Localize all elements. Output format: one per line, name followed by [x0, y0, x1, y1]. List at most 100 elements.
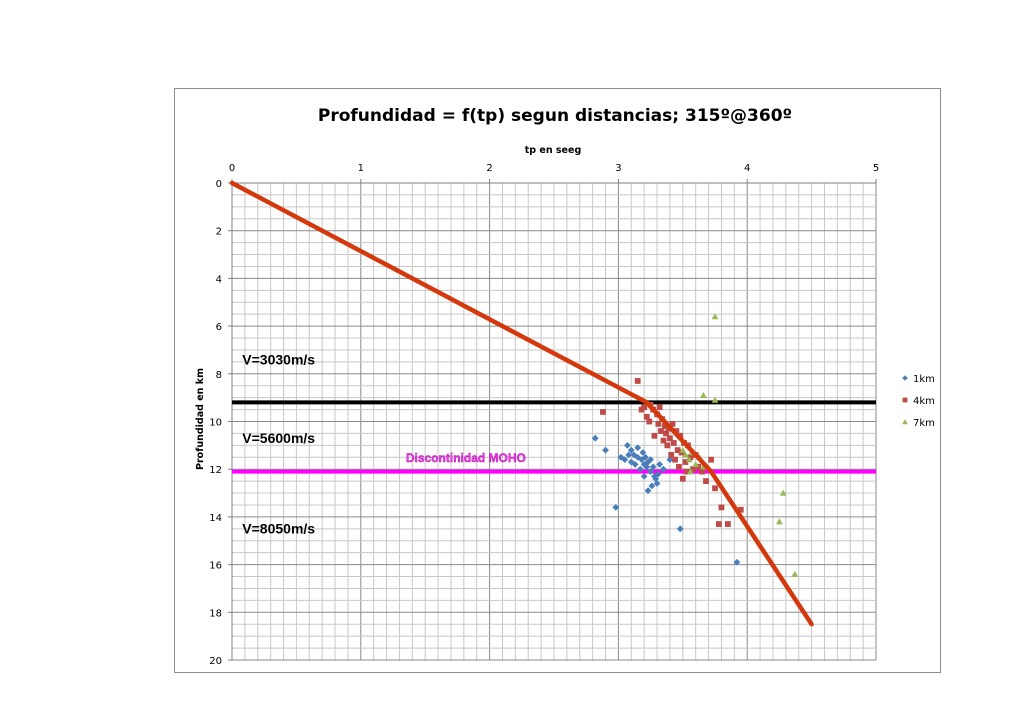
data-point-7km	[776, 518, 783, 525]
x-tick-label: 1	[358, 163, 364, 174]
y-tick-label: 20	[209, 656, 222, 667]
data-point-4km	[646, 418, 653, 425]
legend-marker-7km	[902, 419, 908, 425]
data-point-1km	[666, 456, 674, 464]
velocity-label: V=3030m/s	[242, 351, 315, 367]
data-point-1km	[676, 525, 684, 533]
data-point-1km	[631, 461, 639, 468]
y-tick-label: 14	[209, 513, 222, 524]
data-point-4km	[724, 521, 731, 527]
y-axis-title: Profundidad en km	[195, 368, 206, 470]
data-point-7km	[679, 446, 687, 453]
data-point-4km	[664, 442, 671, 449]
velocity-label: V=8050m/s	[242, 521, 315, 537]
data-point-4km	[600, 409, 606, 415]
data-point-4km	[676, 463, 682, 470]
data-point-4km	[708, 456, 715, 463]
y-tick-label: 18	[209, 608, 222, 619]
data-point-7km	[711, 313, 719, 320]
data-point-4km	[679, 475, 686, 482]
legend-label-4km: 4km	[913, 396, 935, 407]
chart-frame: Profundidad = f(tp) segun distancias; 31…	[174, 88, 941, 673]
velocity-label: V=5600m/s	[242, 430, 315, 446]
data-point-1km	[625, 451, 633, 459]
data-point-7km	[779, 489, 787, 496]
x-tick-label: 4	[744, 163, 750, 174]
data-point-4km	[643, 413, 650, 420]
data-point-4km	[656, 404, 663, 411]
data-point-4km	[690, 466, 696, 473]
data-point-4km	[655, 420, 662, 427]
data-point-4km	[682, 459, 689, 465]
y-tick-label: 6	[216, 322, 222, 333]
legend-label-7km: 7km	[913, 418, 935, 429]
data-point-4km	[672, 456, 678, 463]
data-point-1km	[602, 446, 609, 454]
data-point-7km	[692, 461, 700, 468]
data-point-1km	[653, 480, 661, 487]
data-point-4km	[687, 454, 694, 461]
y-tick-label: 8	[216, 370, 222, 381]
data-point-1km	[644, 487, 652, 495]
data-point-7km	[791, 570, 799, 577]
x-tick-label: 5	[873, 163, 879, 174]
data-point-1km	[634, 444, 642, 452]
data-point-4km	[641, 404, 648, 411]
data-point-4km	[658, 428, 664, 434]
data-point-1km	[612, 503, 620, 511]
y-tick-label: 16	[209, 561, 222, 572]
data-point-4km	[667, 435, 673, 442]
data-point-1km	[624, 441, 631, 449]
legend-label-1km: 1km	[913, 374, 935, 385]
data-point-1km	[643, 463, 651, 471]
data-point-1km	[621, 456, 629, 464]
fit-lines	[229, 180, 814, 627]
data-point-7km	[700, 391, 707, 398]
data-point-1km	[636, 465, 644, 473]
data-point-7km	[685, 456, 693, 463]
y-tick-label: 0	[216, 179, 222, 190]
data-point-4km	[703, 478, 709, 485]
data-point-4km	[670, 440, 677, 446]
data-point-1km	[642, 453, 649, 461]
plot-grid	[231, 182, 877, 661]
annotations: V=3030m/s V=5600m/s Discontinidad MOHO V=80…	[242, 351, 526, 537]
data-point-1km	[652, 475, 660, 483]
reference-lines	[232, 400, 876, 474]
data-point-4km	[660, 437, 667, 444]
x-axis-title: tp en seeg	[525, 145, 582, 156]
data-point-4km	[718, 504, 725, 511]
y-tick-label: 4	[216, 274, 222, 285]
data-point-4km	[683, 468, 690, 475]
y-tick-label: 2	[216, 227, 222, 238]
data-point-1km	[660, 465, 667, 473]
legend-marker-4km	[902, 397, 908, 403]
moho-label: Discontinidad MOHO	[406, 451, 526, 465]
fit-line-middle	[644, 400, 714, 474]
data-point-1km	[639, 449, 647, 456]
legend: 1km 4km 7km	[902, 374, 935, 429]
data-point-1km	[649, 463, 657, 471]
data-point-7km	[681, 451, 689, 458]
data-point-1km	[627, 446, 635, 454]
data-point-4km	[715, 521, 722, 527]
y-tick-label: 10	[209, 418, 222, 429]
data-point-4km	[737, 506, 744, 513]
data-point-1km	[647, 456, 654, 464]
data-point-4km	[674, 447, 681, 454]
data-point-4km	[669, 420, 676, 427]
data-point-1km	[656, 461, 664, 468]
chart-canvas: Profundidad = f(tp) segun distancias; 31…	[195, 106, 935, 667]
data-point-4km	[651, 432, 658, 439]
x-tick-label: 0	[229, 163, 235, 174]
legend-marker-1km	[902, 375, 908, 381]
data-point-1km	[654, 470, 662, 478]
data-point-1km	[640, 472, 648, 480]
data-point-7km	[711, 396, 719, 403]
data-point-7km	[687, 468, 694, 475]
x-tick-label: 3	[615, 163, 621, 174]
data-point-4km	[661, 423, 668, 430]
x-tick-label: 2	[486, 163, 492, 174]
y-tick-label: 12	[209, 465, 222, 476]
data-point-4km	[699, 468, 706, 475]
